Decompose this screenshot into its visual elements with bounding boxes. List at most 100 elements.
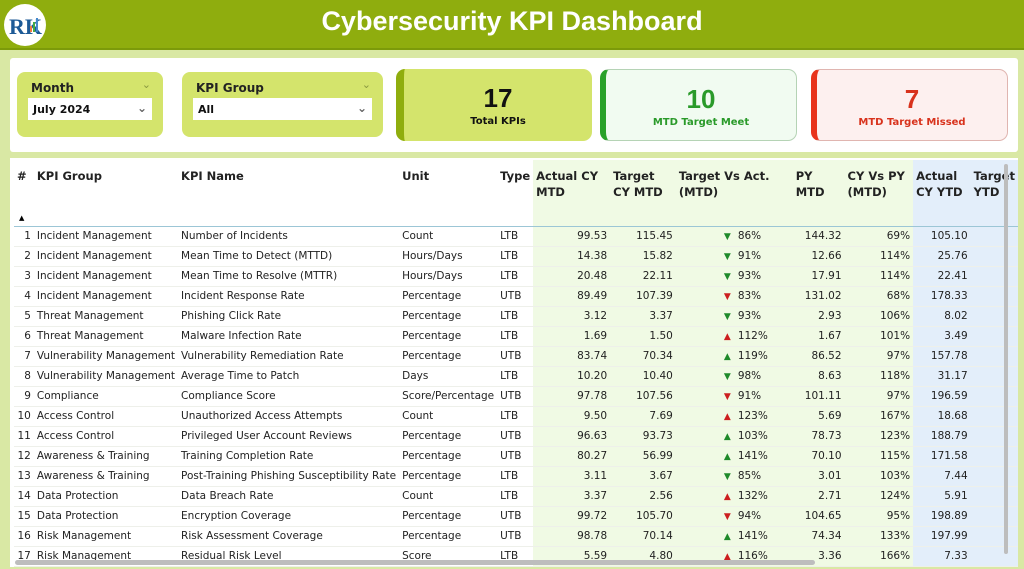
kpi-name: Average Time to Patch <box>178 366 400 387</box>
target-vs-actual-cell: ▲ 141% <box>675 446 793 467</box>
table-row[interactable]: 9 Compliance Compliance Score Score/Percent… <box>14 386 1018 407</box>
target-ytd <box>970 266 1018 287</box>
table-row[interactable]: 15 Data Protection Encryption Coverage Perc… <box>14 506 1018 527</box>
unit: Percentage <box>399 466 498 487</box>
column-header[interactable]: Type <box>497 160 534 227</box>
triangle-up-icon: ▲ <box>723 352 731 362</box>
table-row[interactable]: 17 Risk Management Residual Risk Level Scor… <box>14 546 1018 567</box>
sort-ascending-icon[interactable]: ▲ <box>19 214 25 222</box>
kpi-group: Incident Management <box>33 226 179 247</box>
target-cy-mtd: 115.45 <box>610 226 676 247</box>
column-header[interactable]: Unit <box>399 160 498 227</box>
target-vs-actual-cell: ▼ 83% <box>675 286 793 307</box>
actual-cy-mtd: 98.78 <box>533 526 611 547</box>
cy-vs-py-mtd: 114% <box>844 246 914 267</box>
column-header[interactable]: KPI Name <box>178 160 400 227</box>
target-vs-actual-cell: ▼ 85% <box>675 466 793 487</box>
mtd-target-missed-value: 7 <box>904 84 920 114</box>
column-header[interactable]: # <box>14 160 34 227</box>
cy-vs-py-mtd: 106% <box>844 306 914 327</box>
triangle-down-icon: ▼ <box>723 372 731 382</box>
table-row[interactable]: 14 Data Protection Data Breach Rate Count LT… <box>14 486 1018 507</box>
target-cy-mtd: 93.73 <box>610 426 676 447</box>
cy-vs-py-mtd: 95% <box>844 506 914 527</box>
type: UTB <box>497 286 534 307</box>
type: UTB <box>497 346 534 367</box>
table-row[interactable]: 7 Vulnerability Management Vulnerability R… <box>14 346 1018 367</box>
unit: Hours/Days <box>399 266 498 287</box>
actual-cy-ytd: 31.17 <box>913 366 971 387</box>
target-vs-actual-cell: ▲ 132% <box>675 486 793 507</box>
kpi-name: Phishing Click Rate <box>178 306 400 327</box>
table-row[interactable]: 5 Threat Management Phishing Click Rate Per… <box>14 306 1018 327</box>
actual-cy-mtd: 3.37 <box>533 486 611 507</box>
column-header[interactable]: KPI Group <box>33 160 179 227</box>
kpi-name: Mean Time to Detect (MTTD) <box>178 246 400 267</box>
cy-vs-py-mtd: 166% <box>844 546 914 567</box>
table-row[interactable]: 16 Risk Management Risk Assessment Coverag… <box>14 526 1018 547</box>
column-header[interactable]: Actual CY YTD <box>913 160 971 227</box>
actual-cy-mtd: 96.63 <box>533 426 611 447</box>
chevron-down-icon[interactable]: ⌄ <box>141 78 151 91</box>
column-header[interactable]: PY MTD <box>792 160 845 227</box>
kpi-name: Risk Assessment Coverage <box>178 526 400 547</box>
table-row[interactable]: 1 Incident Management Number of Incidents C… <box>14 226 1018 247</box>
py-mtd: 104.65 <box>792 506 845 527</box>
target-vs-actual-cell: ▼ 93% <box>675 266 793 287</box>
target-vs-actual-cell: ▼ 86% <box>675 226 793 247</box>
target-cy-mtd: 7.69 <box>610 406 676 427</box>
column-header[interactable]: Target YTD <box>970 160 1018 227</box>
cy-vs-py-mtd: 68% <box>844 286 914 307</box>
triangle-down-icon: ▼ <box>723 312 731 322</box>
table-row[interactable]: 8 Vulnerability Management Average Time to… <box>14 366 1018 387</box>
triangle-down-icon: ▼ <box>723 472 731 482</box>
target-vs-actual-value: 141% <box>737 530 768 542</box>
cy-vs-py-mtd: 114% <box>844 266 914 287</box>
table-row[interactable]: 13 Awareness & Training Post-Training Phis… <box>14 466 1018 487</box>
column-header[interactable]: Target CY MTD <box>610 160 676 227</box>
table-row[interactable]: 10 Access Control Unauthorized Access Atte… <box>14 406 1018 427</box>
triangle-down-icon: ▼ <box>723 232 731 242</box>
cy-vs-py-mtd: 124% <box>844 486 914 507</box>
table-row[interactable]: 3 Incident Management Mean Time to Resolve… <box>14 266 1018 287</box>
table-row[interactable]: 11 Access Control Privileged User Account … <box>14 426 1018 447</box>
unit: Percentage <box>399 306 498 327</box>
table-row[interactable]: 6 Threat Management Malware Infection Rate… <box>14 326 1018 347</box>
target-vs-actual-value: 91% <box>737 390 762 402</box>
horizontal-scrollbar[interactable] <box>15 560 815 565</box>
table-row[interactable]: 2 Incident Management Mean Time to Detect … <box>14 246 1018 267</box>
actual-cy-ytd: 157.78 <box>913 346 971 367</box>
column-header[interactable]: Target Vs Act. (MTD) <box>675 160 793 227</box>
type: LTB <box>497 226 534 247</box>
kpi-name: Incident Response Rate <box>178 286 400 307</box>
target-ytd <box>970 446 1018 467</box>
type: LTB <box>497 246 534 267</box>
chevron-down-icon[interactable]: ⌄ <box>361 78 371 91</box>
target-vs-actual-value: 83% <box>737 290 762 302</box>
kpi-name: Unauthorized Access Attempts <box>178 406 400 427</box>
py-mtd: 86.52 <box>792 346 845 367</box>
unit: Percentage <box>399 526 498 547</box>
py-mtd: 70.10 <box>792 446 845 467</box>
kpi-name: Privileged User Account Reviews <box>178 426 400 447</box>
target-vs-actual-cell: ▼ 98% <box>675 366 793 387</box>
month-dropdown[interactable]: July 2024 ⌄ <box>28 98 152 120</box>
target-cy-mtd: 70.14 <box>610 526 676 547</box>
target-vs-actual-value: 85% <box>737 470 762 482</box>
unit: Percentage <box>399 346 498 367</box>
py-mtd: 144.32 <box>792 226 845 247</box>
column-header[interactable]: CY Vs PY (MTD) <box>844 160 914 227</box>
target-cy-mtd: 2.56 <box>610 486 676 507</box>
actual-cy-mtd: 97.78 <box>533 386 611 407</box>
target-vs-actual-value: 119% <box>737 350 768 362</box>
column-header[interactable]: Actual CY MTD <box>533 160 611 227</box>
table-row[interactable]: 12 Awareness & Training Training Completio… <box>14 446 1018 467</box>
actual-cy-ytd: 171.58 <box>913 446 971 467</box>
vertical-scrollbar[interactable] <box>1004 164 1008 554</box>
table-row[interactable]: 4 Incident Management Incident Response Ra… <box>14 286 1018 307</box>
kpi-group-dropdown[interactable]: All ⌄ <box>193 98 372 120</box>
type: UTB <box>497 526 534 547</box>
rk-chart-logo-icon: RK <box>9 14 42 39</box>
actual-cy-ytd: 197.99 <box>913 526 971 547</box>
target-ytd <box>970 506 1018 527</box>
